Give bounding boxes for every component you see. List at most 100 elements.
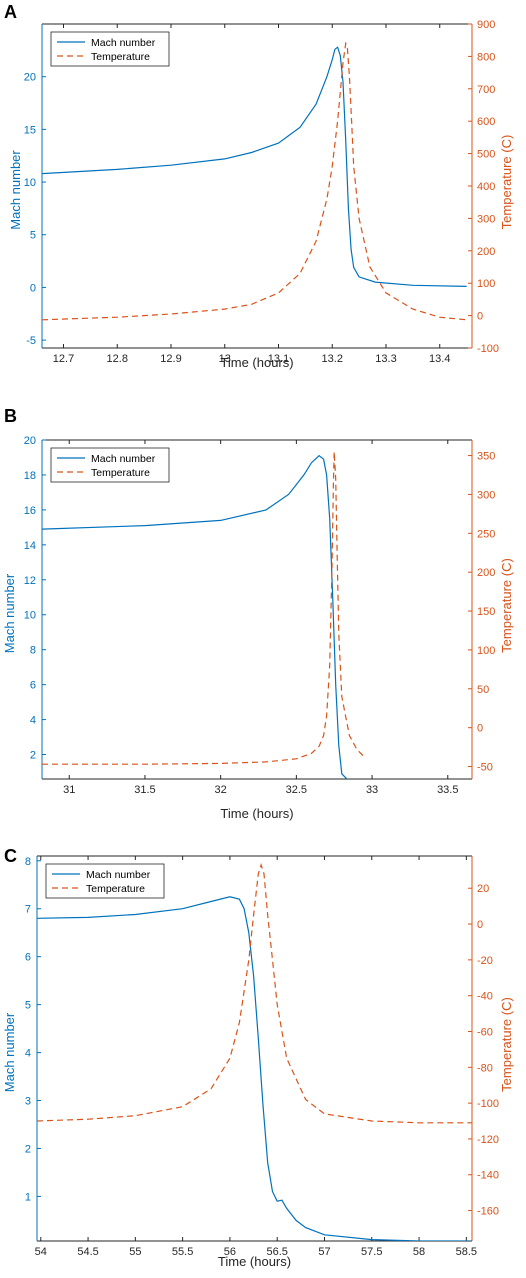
y-left-tick-label: 2	[30, 750, 36, 762]
y-right-tick-label: 400	[477, 181, 495, 193]
x-tick-label: 13.2	[322, 353, 343, 365]
x-tick-label: 54.5	[77, 1246, 98, 1258]
y-right-tick-label: 800	[477, 51, 495, 63]
y-right-tick-label: -140	[477, 1170, 499, 1182]
y-left-tick-label: 0	[30, 282, 36, 294]
x-tick-label: 55	[129, 1246, 141, 1258]
x-tick-label: 13.1	[268, 353, 289, 365]
x-tick-label: 56.5	[266, 1246, 287, 1258]
legend-box	[50, 447, 170, 483]
y-right-tick-label: 250	[477, 528, 495, 540]
series-temperature	[37, 863, 472, 1124]
y-left-tick-label: 20	[24, 435, 36, 447]
y-right-tick-label: 150	[477, 606, 495, 618]
y-left-tick-label: 14	[24, 540, 36, 552]
x-axis-label: Time (hours)	[218, 1254, 291, 1269]
panel-label: B	[4, 406, 17, 426]
y-left-tick-label: 5	[30, 230, 36, 242]
x-tick-label: 13.3	[375, 353, 396, 365]
y-left-tick-label: 8	[30, 645, 36, 657]
x-axis-label: Time (hours)	[220, 355, 293, 370]
y-right-tick-label: 300	[477, 213, 495, 225]
x-tick-label: 13	[219, 353, 231, 365]
legend: Mach number Temperature	[45, 863, 165, 899]
x-tick-label: 31.5	[134, 784, 155, 796]
y-right-axis-label: Temperature (C)	[499, 997, 514, 1092]
x-tick-label: 12.7	[53, 353, 74, 365]
y-right-tick-label: 350	[477, 451, 495, 463]
y-right-tick-label: 100	[477, 278, 495, 290]
y-left-tick-label: 1	[25, 1191, 31, 1203]
y-right-axis-label: Temperature (C)	[499, 558, 514, 653]
series-temperature	[42, 41, 467, 321]
y-left-tick-label: 12	[24, 575, 36, 587]
x-tick-label: 57	[318, 1246, 330, 1258]
y-left-tick-label: 18	[24, 470, 36, 482]
y-right-tick-label: 0	[477, 919, 483, 931]
y-right-tick-label: -50	[477, 762, 493, 774]
y-left-tick-label: 4	[25, 1048, 31, 1060]
y-left-tick-label: 6	[25, 952, 31, 964]
y-right-tick-label: 0	[477, 311, 483, 323]
y-left-tick-label: 2	[25, 1143, 31, 1155]
x-tick-label: 55.5	[172, 1246, 193, 1258]
series-mach-number	[37, 896, 472, 1241]
y-left-axis-label: Mach number	[2, 573, 17, 653]
y-right-tick-label: 50	[477, 684, 489, 696]
y-right-tick-label: 900	[477, 19, 495, 31]
y-right-tick-label: 20	[477, 883, 489, 895]
y-left-axis-label: Mach number	[8, 150, 23, 230]
y-left-tick-label: 15	[24, 124, 36, 136]
x-tick-label: 33.5	[437, 784, 458, 796]
x-tick-label: 32	[215, 784, 227, 796]
y-right-tick-label: -100	[477, 343, 499, 355]
y-right-axis-label: Temperature (C)	[499, 135, 514, 230]
y-left-tick-label: 10	[24, 610, 36, 622]
y-left-tick-label: 5	[25, 1000, 31, 1012]
legend-entry: Temperature	[91, 51, 150, 63]
legend: Mach number Temperature	[50, 447, 170, 483]
panel-a: A 12.7 12.8 12.9 13 13.1 13.2 13.3 13.4 -5 0 5 10 15 2…	[4, 2, 514, 370]
series-mach-number	[42, 46, 467, 287]
y-right-tick-label: 300	[477, 489, 495, 501]
x-axis-label: Time (hours)	[220, 806, 293, 821]
y-left-tick-label: 3	[25, 1096, 31, 1108]
y-right-tick-label: -160	[477, 1206, 499, 1218]
y-left-tick-label: 16	[24, 505, 36, 517]
x-tick-label: 31	[63, 784, 75, 796]
y-left-tick-label: 6	[30, 680, 36, 692]
y-right-tick-label: -120	[477, 1134, 499, 1146]
y-right-tick-label: -100	[477, 1098, 499, 1110]
y-right-tick-label: 700	[477, 84, 495, 96]
x-tick-label: 54	[35, 1246, 47, 1258]
y-right-tick-label: -80	[477, 1062, 493, 1074]
x-tick-label: 58	[413, 1246, 425, 1258]
y-left-tick-label: 4	[30, 715, 36, 727]
legend-entry: Mach number	[86, 869, 151, 881]
legend-box	[45, 863, 165, 899]
legend: Mach number Temperature	[50, 31, 170, 67]
y-right-tick-label: 600	[477, 116, 495, 128]
series-temperature	[42, 451, 365, 765]
y-right-tick-label: 500	[477, 149, 495, 161]
series-mach-number	[42, 454, 348, 779]
legend-box	[50, 31, 170, 67]
x-tick-label: 32.5	[286, 784, 307, 796]
legend-entry: Mach number	[91, 37, 156, 49]
x-tick-label: 12.8	[107, 353, 128, 365]
x-tick-label: 56	[224, 1246, 236, 1258]
panel-b: B 31 31.5 32 32.5 33 33.5 2 4 6 8 10 12 14 16 18 20 -50 0 5…	[2, 406, 514, 821]
x-tick-label: 57.5	[361, 1246, 382, 1258]
y-right-tick-label: 200	[477, 567, 495, 579]
y-right-tick-label: -20	[477, 955, 493, 967]
y-right-tick-label: 0	[477, 723, 483, 735]
legend-entry: Temperature	[86, 883, 145, 895]
y-left-tick-label: 7	[25, 904, 31, 916]
panel-c: C54 54.5 55 55.5 56 56.5 57 57.5 58 58.512345678-…	[2, 846, 514, 1269]
y-right-tick-label: 200	[477, 246, 495, 258]
y-right-tick-label: -40	[477, 991, 493, 1003]
y-left-tick-label: 10	[24, 177, 36, 189]
y-right-tick-label: -60	[477, 1026, 493, 1038]
x-tick-label: 58.5	[456, 1246, 477, 1258]
